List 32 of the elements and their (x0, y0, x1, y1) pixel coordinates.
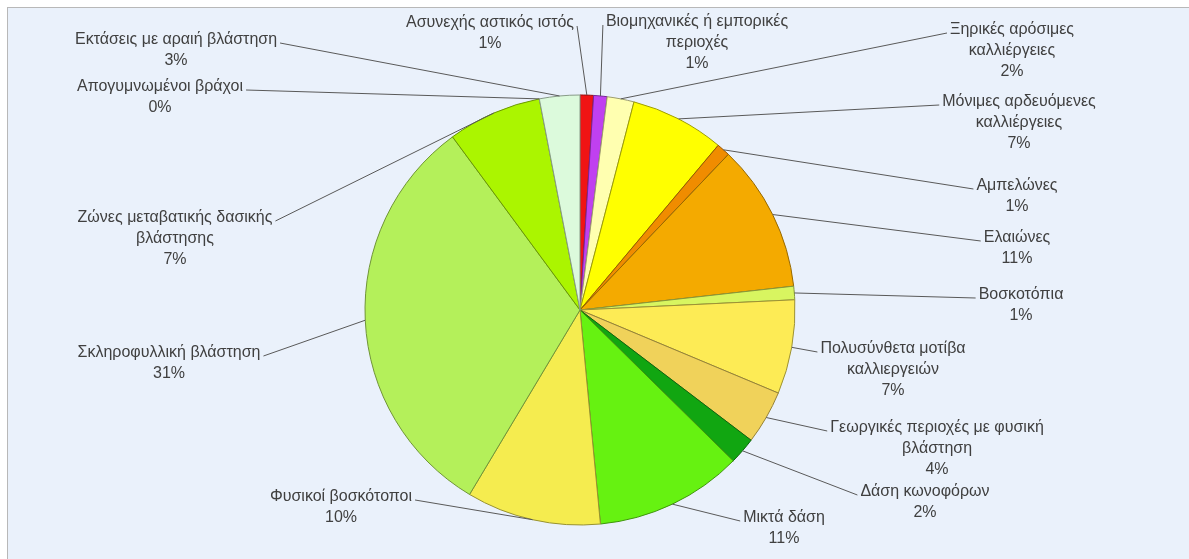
slice-label: Βοσκοτόπια (978, 285, 1064, 303)
data-label: 2% (913, 503, 937, 521)
category-label: Απογυμνωμένοι βράχοι (76, 77, 244, 95)
data-label: 7% (163, 250, 187, 268)
slice-label: Μόνιμες αρδευόμενες καλλιέργειες (942, 92, 1097, 131)
slice-label: Φυσικοί βοσκότοποι (269, 487, 413, 505)
slice-label: Ασυνεχής αστικός ιστός (405, 13, 575, 31)
data-label: 7% (881, 381, 905, 399)
slice-label: Σκληροφυλλική βλάστηση (77, 343, 261, 361)
data-label: 3% (164, 51, 188, 69)
slice-label: Αμπελώνες (976, 176, 1058, 194)
slice-label: Ελαιώνες (983, 228, 1051, 246)
data-label: 4% (925, 460, 949, 478)
slice-label: Δάση κωνοφόρων (860, 482, 990, 500)
data-label: 1% (1009, 306, 1033, 324)
slice-label: Πολυσύνθετα μοτίβα καλλιεργειών (820, 339, 966, 378)
data-label: 1% (685, 54, 709, 72)
slice-label: Εκτάσεις με αραιή βλάστηση (74, 30, 278, 48)
slice-label: Βιομηχανικές ή εμπορικές περιοχές (605, 12, 789, 51)
data-label: 11% (768, 529, 800, 547)
data-label: 2% (1000, 62, 1024, 80)
text: 0% (148, 98, 172, 116)
data-label: 1% (478, 34, 502, 52)
data-label: 11% (1001, 249, 1033, 267)
slice-label: Ζώνες μεταβατικής δασικής βλάστησης (77, 208, 273, 247)
data-label: 31% (152, 364, 186, 382)
data-label: 10% (324, 508, 358, 526)
data-label: 1% (1005, 197, 1029, 215)
data-label: 7% (1007, 134, 1031, 152)
slice-label: Γεωργικές περιοχές με φυσική βλάστηση (830, 418, 1044, 457)
slice-label: Ξηρικές αρόσιμες καλλιέργειες (950, 20, 1075, 59)
slice-label: Μικτά δάση (743, 508, 825, 526)
